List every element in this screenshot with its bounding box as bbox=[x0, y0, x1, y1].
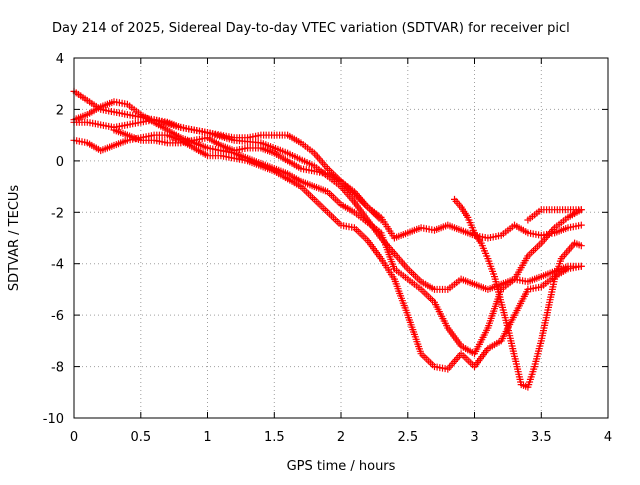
ytick-label: -2 bbox=[51, 206, 64, 221]
x-axis-label: GPS time / hours bbox=[287, 459, 396, 474]
y-axis-label: SDTVAR / TECUs bbox=[7, 185, 22, 292]
xtick-label: 2.5 bbox=[397, 430, 418, 445]
series-markers-track-5 bbox=[451, 195, 585, 391]
series-track-7 bbox=[524, 206, 585, 224]
ytick-label: 4 bbox=[56, 52, 64, 67]
xtick-label: 1 bbox=[203, 430, 211, 445]
series-markers-track-7 bbox=[524, 206, 585, 224]
xtick-label: 3.5 bbox=[531, 430, 552, 445]
xtick-label: 0.5 bbox=[130, 430, 151, 445]
series-track-5 bbox=[451, 195, 585, 391]
xtick-label: 0 bbox=[70, 430, 78, 445]
xtick-label: 4 bbox=[604, 430, 612, 445]
xtick-label: 2 bbox=[337, 430, 345, 445]
ytick-label: 2 bbox=[56, 103, 64, 118]
xtick-label: 3 bbox=[470, 430, 478, 445]
grid-lines bbox=[74, 58, 608, 418]
plot-frame bbox=[73, 57, 609, 419]
ytick-label: -10 bbox=[43, 412, 64, 427]
y-tick-labels: -10 -8 -6 -4 -2 0 2 4 bbox=[43, 52, 64, 427]
data-series bbox=[70, 87, 585, 391]
ytick-label: -6 bbox=[51, 309, 64, 324]
xtick-label: 1.5 bbox=[264, 430, 285, 445]
ytick-label: 0 bbox=[56, 155, 64, 170]
x-tick-labels: 0 0.5 1 1.5 2 2.5 3 3.5 4 bbox=[70, 430, 612, 445]
chart-title: Day 214 of 2025, Sidereal Day-to-day VTE… bbox=[52, 21, 570, 36]
series-markers-track-6 bbox=[110, 126, 385, 224]
ytick-label: -4 bbox=[51, 258, 64, 273]
series-track-6 bbox=[110, 126, 385, 224]
ytick-label: -8 bbox=[51, 361, 64, 376]
